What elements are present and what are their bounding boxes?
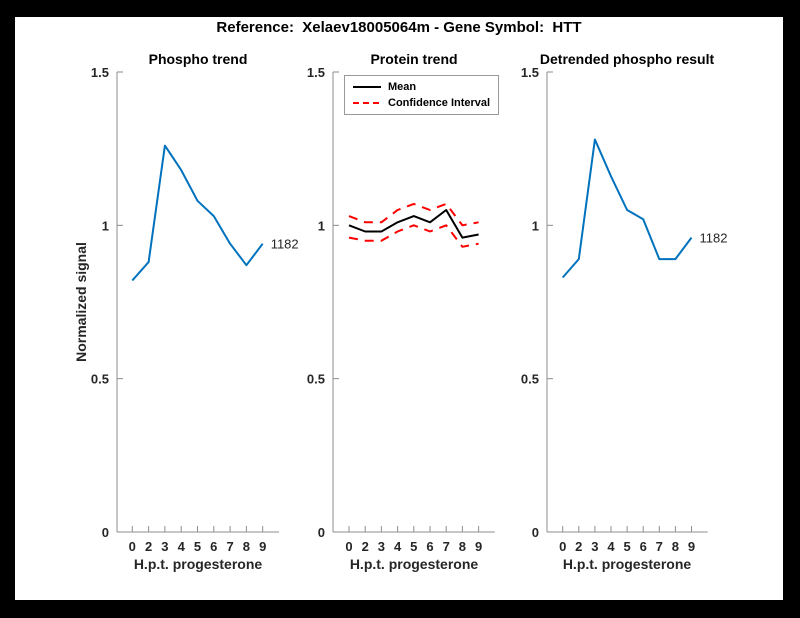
x-tick-label: 9 [688, 539, 695, 554]
figure-title: Reference: Xelaev18005064m - Gene Symbol… [216, 19, 582, 36]
y-tick-label: 1 [532, 218, 539, 233]
subplot-2: 00.511.50 2 3 4 5 6 7 8 9 [307, 65, 495, 554]
legend-label-confidence-interval: Confidence Interval [388, 97, 491, 109]
x-tick-label: 8 [459, 539, 466, 554]
phospho-line [131, 144, 264, 282]
legend-entry-mean: Mean [352, 79, 498, 95]
x-tick-label: 4 [394, 539, 402, 554]
x-tick-label: 6 [640, 539, 647, 554]
y-tick-label: 0.5 [521, 372, 539, 387]
subplot1-xlabel: H.p.t. progesterone [133, 556, 263, 572]
x-tick-label: 9 [259, 539, 266, 554]
y-tick-label: 0.5 [307, 372, 325, 387]
x-tick-label: 7 [656, 539, 663, 554]
x-tick-label: 4 [178, 539, 186, 554]
confidence-interval-line-sample-icon [353, 102, 381, 104]
legend-label-mean: Mean [388, 81, 417, 93]
subplot1-title: Phospho trend [148, 51, 248, 67]
subplot3-xlabel: H.p.t. progesterone [562, 556, 692, 572]
ci-lower-line [348, 224, 479, 248]
x-tick-label: 2 [362, 539, 369, 554]
mean-line [348, 209, 479, 239]
mean-line-sample-icon [353, 86, 381, 88]
x-tick-label: 8 [672, 539, 679, 554]
y-tick-label: 0 [318, 525, 325, 540]
y-tick-label: 0.5 [91, 372, 109, 387]
x-tick-label: 2 [145, 539, 152, 554]
x-tick-label: 7 [443, 539, 450, 554]
y-tick-label: 1.5 [91, 65, 109, 80]
y-tick-label: 1.5 [521, 65, 539, 80]
ci-upper-line [348, 202, 479, 227]
subplot2-title: Protein trend [370, 51, 458, 67]
x-tick-label: 0 [129, 539, 136, 554]
y-axis-label: Normalized signal [73, 242, 89, 362]
x-tick-label: 5 [194, 539, 201, 554]
phospho-end-label: 1182 [271, 237, 299, 252]
y-tick-label: 0 [532, 525, 539, 540]
x-tick-label: 5 [410, 539, 417, 554]
x-tick-label: 0 [559, 539, 566, 554]
subplot2-xlabel: H.p.t. progesterone [349, 556, 479, 572]
x-tick-label: 7 [226, 539, 233, 554]
legend-entry-confidence-interval: Confidence Interval [352, 95, 498, 111]
x-tick-label: 5 [623, 539, 630, 554]
x-tick-label: 9 [475, 539, 482, 554]
x-tick-label: 2 [575, 539, 582, 554]
x-tick-label: 4 [607, 539, 615, 554]
detrended-end-label: 1182 [700, 231, 728, 246]
x-tick-label: 6 [426, 539, 433, 554]
x-tick-label: 3 [378, 539, 385, 554]
detrended-line [561, 138, 693, 279]
subplot3-title: Detrended phospho result [539, 51, 715, 67]
x-tick-label: 3 [161, 539, 168, 554]
x-tick-label: 0 [345, 539, 352, 554]
y-tick-label: 1 [102, 218, 109, 233]
x-tick-label: 8 [243, 539, 250, 554]
y-tick-label: 1.5 [307, 65, 325, 80]
y-tick-label: 1 [318, 218, 325, 233]
x-tick-label: 6 [210, 539, 217, 554]
y-tick-label: 0 [102, 525, 109, 540]
x-tick-label: 3 [591, 539, 598, 554]
legend: Mean Confidence Interval [344, 75, 499, 115]
